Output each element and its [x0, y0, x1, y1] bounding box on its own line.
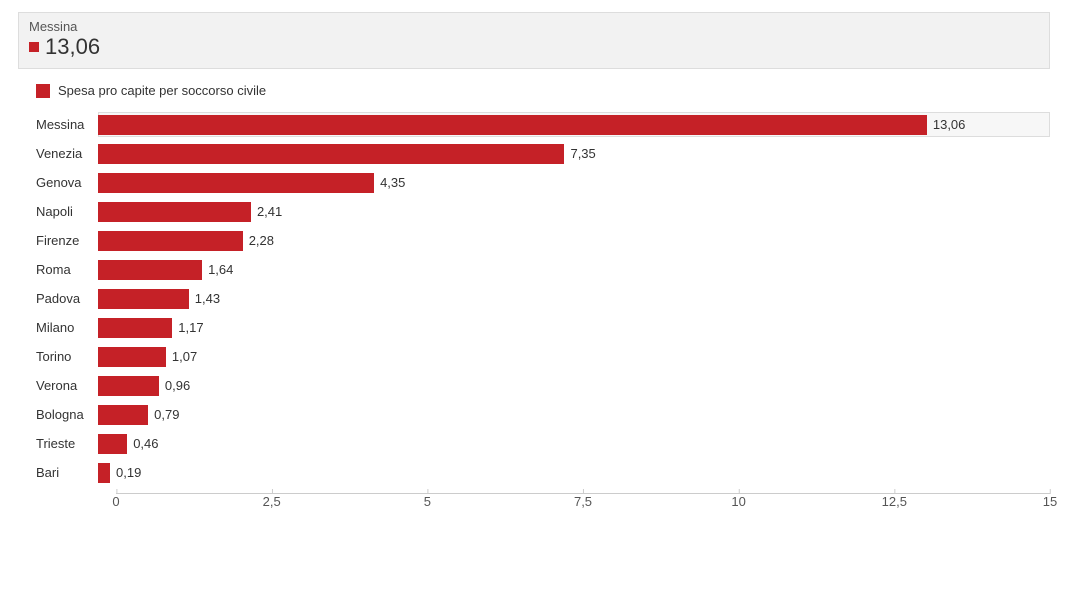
bar-chart: Messina 13,06 Venezia 7,35 Genova 4,35 Napoli 2…	[36, 110, 1050, 516]
x-tick-label: 15	[1043, 494, 1057, 509]
bar-track: 4,35	[98, 168, 1050, 197]
bar-value-label: 0,96	[165, 378, 190, 393]
bar-value-label: 1,43	[195, 291, 220, 306]
bar[interactable]	[98, 115, 927, 135]
bar[interactable]	[98, 376, 159, 396]
bar-row: Bari 0,19	[36, 458, 1050, 487]
x-tick: 5	[424, 494, 431, 509]
bar-track: 7,35	[98, 139, 1050, 168]
bar-row: Trieste 0,46	[36, 429, 1050, 458]
x-tick-label: 12,5	[882, 494, 907, 509]
bar-track: 0,46	[98, 429, 1050, 458]
bar[interactable]	[98, 434, 127, 454]
bar-value-label: 0,46	[133, 436, 158, 451]
x-tick-label: 0	[112, 494, 119, 509]
category-label: Padova	[36, 291, 98, 306]
category-label: Napoli	[36, 204, 98, 219]
bar-row: Milano 1,17	[36, 313, 1050, 342]
category-label: Roma	[36, 262, 98, 277]
bar[interactable]	[98, 347, 166, 367]
bar[interactable]	[98, 231, 243, 251]
bar-row: Padova 1,43	[36, 284, 1050, 313]
category-label: Bologna	[36, 407, 98, 422]
tooltip-value-row: 13,06	[29, 34, 1039, 60]
bar-value-label: 2,28	[249, 233, 274, 248]
category-label: Trieste	[36, 436, 98, 451]
bar-track: 1,07	[98, 342, 1050, 371]
category-label: Verona	[36, 378, 98, 393]
x-axis-ticks: 02,557,51012,515	[116, 494, 1050, 516]
bar-row: Torino 1,07	[36, 342, 1050, 371]
bar-track: 0,19	[98, 458, 1050, 487]
bar-row: Genova 4,35	[36, 168, 1050, 197]
x-tick-mark	[583, 489, 584, 494]
bar-value-label: 0,79	[154, 407, 179, 422]
legend: Spesa pro capite per soccorso civile	[36, 83, 1050, 98]
category-label: Messina	[36, 117, 98, 132]
x-tick: 12,5	[882, 494, 907, 509]
bar-row: Bologna 0,79	[36, 400, 1050, 429]
x-tick-mark	[894, 489, 895, 494]
category-label: Milano	[36, 320, 98, 335]
tooltip-swatch-icon	[29, 42, 39, 52]
legend-label: Spesa pro capite per soccorso civile	[58, 83, 266, 98]
bar-value-label: 4,35	[380, 175, 405, 190]
x-axis: 02,557,51012,515	[116, 493, 1050, 516]
bar[interactable]	[98, 405, 148, 425]
bar-rows: Messina 13,06 Venezia 7,35 Genova 4,35 Napoli 2…	[36, 110, 1050, 487]
bar-track: 1,43	[98, 284, 1050, 313]
x-tick-label: 7,5	[574, 494, 592, 509]
category-label: Firenze	[36, 233, 98, 248]
bar-value-label: 1,17	[178, 320, 203, 335]
x-tick: 0	[112, 494, 119, 509]
bar[interactable]	[98, 260, 202, 280]
bar-row: Roma 1,64	[36, 255, 1050, 284]
bar-track: 0,96	[98, 371, 1050, 400]
bar[interactable]	[98, 289, 189, 309]
x-tick: 10	[731, 494, 745, 509]
x-tick-mark	[116, 489, 117, 494]
bar-value-label: 1,64	[208, 262, 233, 277]
x-tick: 2,5	[263, 494, 281, 509]
category-label: Torino	[36, 349, 98, 364]
tooltip-city: Messina	[29, 19, 1039, 34]
bar[interactable]	[98, 173, 374, 193]
bar-track: 13,06	[98, 110, 1050, 139]
bar[interactable]	[98, 318, 172, 338]
bar-track: 2,28	[98, 226, 1050, 255]
x-tick-mark	[272, 489, 273, 494]
bar[interactable]	[98, 144, 564, 164]
tooltip-header: Messina 13,06	[18, 12, 1050, 69]
bar-value-label: 0,19	[116, 465, 141, 480]
bar-track: 1,64	[98, 255, 1050, 284]
tooltip-value: 13,06	[45, 34, 100, 60]
bar-track: 2,41	[98, 197, 1050, 226]
bar-row: Venezia 7,35	[36, 139, 1050, 168]
x-tick-mark	[1050, 489, 1051, 494]
bar-value-label: 1,07	[172, 349, 197, 364]
bar-track: 1,17	[98, 313, 1050, 342]
bar-row: Messina 13,06	[36, 110, 1050, 139]
bar-value-label: 7,35	[570, 146, 595, 161]
x-tick-label: 5	[424, 494, 431, 509]
bar-value-label: 13,06	[933, 117, 966, 132]
x-tick-mark	[739, 489, 740, 494]
x-tick-label: 10	[731, 494, 745, 509]
bar-value-label: 2,41	[257, 204, 282, 219]
x-tick-label: 2,5	[263, 494, 281, 509]
legend-swatch-icon	[36, 84, 50, 98]
x-tick: 15	[1043, 494, 1057, 509]
bar-row: Napoli 2,41	[36, 197, 1050, 226]
x-tick: 7,5	[574, 494, 592, 509]
bar-track: 0,79	[98, 400, 1050, 429]
bar-row: Firenze 2,28	[36, 226, 1050, 255]
category-label: Venezia	[36, 146, 98, 161]
bar[interactable]	[98, 463, 110, 483]
category-label: Bari	[36, 465, 98, 480]
bar[interactable]	[98, 202, 251, 222]
bar-row: Verona 0,96	[36, 371, 1050, 400]
chart-container: Messina 13,06 Spesa pro capite per socco…	[0, 0, 1068, 591]
category-label: Genova	[36, 175, 98, 190]
x-tick-mark	[427, 489, 428, 494]
